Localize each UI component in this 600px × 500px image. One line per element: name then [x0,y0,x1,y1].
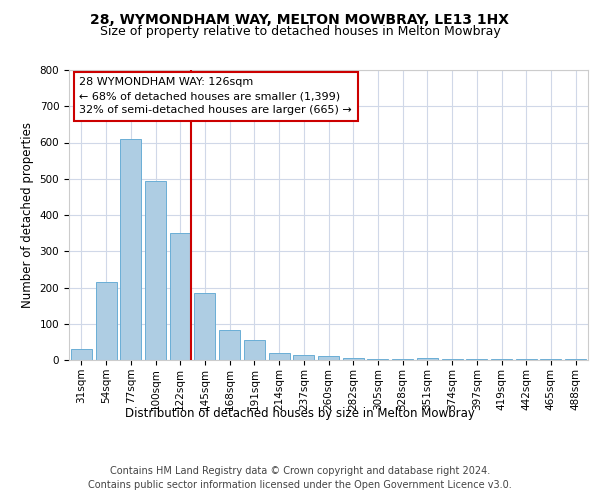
Bar [293,354,314,360]
Text: Distribution of detached houses by size in Melton Mowbray: Distribution of detached houses by size … [125,408,475,420]
Bar [541,359,562,360]
Bar [565,359,586,360]
Text: Contains HM Land Registry data © Crown copyright and database right 2024.: Contains HM Land Registry data © Crown c… [110,466,490,476]
Bar [219,330,240,360]
Bar [318,356,339,360]
Bar [170,233,191,360]
Text: 28 WYMONDHAM WAY: 126sqm
← 68% of detached houses are smaller (1,399)
32% of sem: 28 WYMONDHAM WAY: 126sqm ← 68% of detach… [79,77,352,116]
Text: Size of property relative to detached houses in Melton Mowbray: Size of property relative to detached ho… [100,25,500,38]
Text: 28, WYMONDHAM WAY, MELTON MOWBRAY, LE13 1HX: 28, WYMONDHAM WAY, MELTON MOWBRAY, LE13 … [91,12,509,26]
Text: Contains public sector information licensed under the Open Government Licence v3: Contains public sector information licen… [88,480,512,490]
Bar [491,358,512,360]
Bar [194,293,215,360]
Bar [392,359,413,360]
Bar [145,180,166,360]
Y-axis label: Number of detached properties: Number of detached properties [21,122,34,308]
Bar [95,282,116,360]
Bar [244,340,265,360]
Bar [343,358,364,360]
Bar [466,359,487,360]
Bar [516,359,537,360]
Bar [71,349,92,360]
Bar [269,353,290,360]
Bar [417,358,438,360]
Bar [367,358,388,360]
Bar [120,139,141,360]
Bar [442,358,463,360]
